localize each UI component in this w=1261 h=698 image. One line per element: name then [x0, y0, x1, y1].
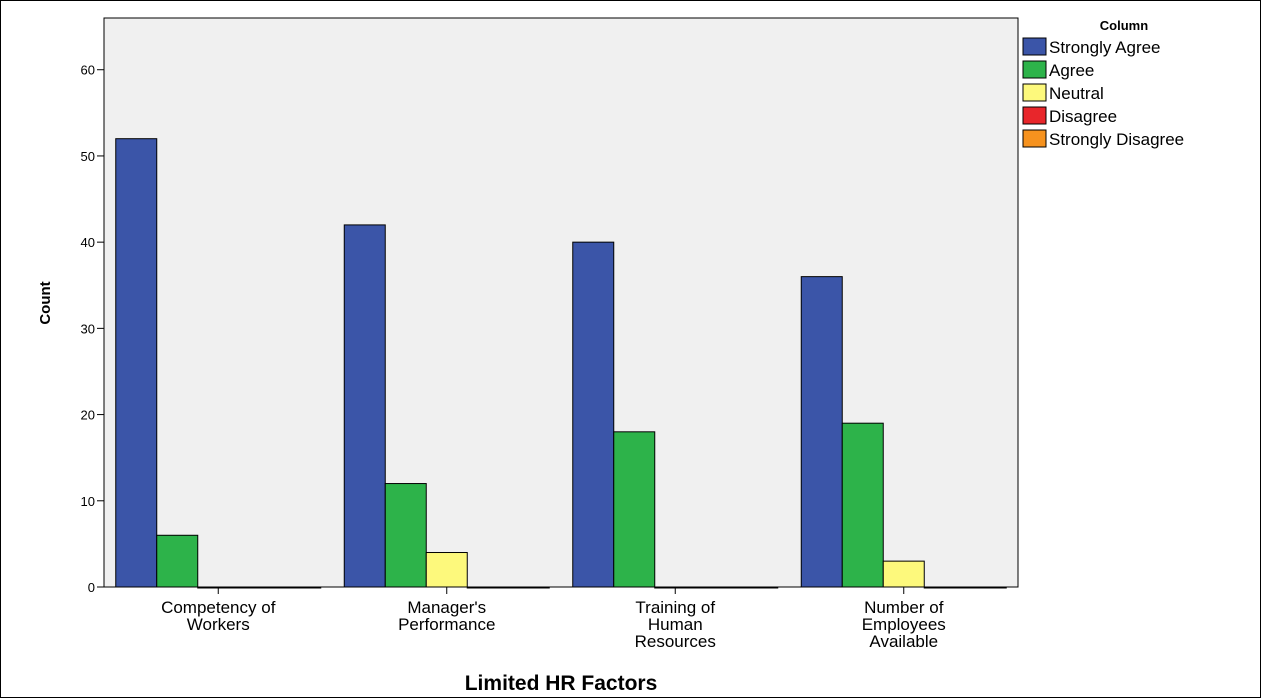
x-tick-label: Competency of Workers: [161, 598, 276, 634]
legend-label-disagree: Disagree: [1049, 107, 1117, 126]
y-axis-title: Count: [37, 281, 54, 324]
legend-swatch-disagree: [1022, 106, 1047, 125]
bar-neutral-1: [425, 552, 468, 588]
x-tick-label: Number of Employees Available: [862, 598, 946, 651]
legend-swatch-strongly-disagree: [1022, 129, 1047, 148]
bar-agree-0: [156, 534, 199, 588]
y-tick-label: 10: [81, 494, 95, 509]
x-tick-label-line: Employees: [862, 615, 946, 634]
bar-strongly-agree-0: [115, 138, 158, 588]
bar-strongly-disagree-0: [279, 586, 322, 589]
x-tick-label-line: Manager's: [407, 598, 486, 617]
x-tick-label-line: Human: [648, 615, 703, 634]
legend-swatch-neutral: [1022, 83, 1047, 102]
bar-disagree-0: [238, 586, 281, 589]
bar-disagree-3: [923, 586, 966, 589]
legend-label-strongly-agree: Strongly Agree: [1049, 38, 1161, 57]
y-tick-label: 50: [81, 149, 95, 164]
bar-agree-3: [841, 422, 884, 588]
x-tick-label-line: Performance: [398, 615, 495, 634]
bar-agree-1: [384, 483, 427, 588]
bar-neutral-3: [882, 560, 925, 588]
bar-strongly-disagree-1: [507, 586, 550, 589]
bar-strongly-agree-3: [800, 276, 843, 588]
legend-label-neutral: Neutral: [1049, 84, 1104, 103]
legend-title: Column: [1100, 18, 1148, 33]
y-axis: 0 10 20 30 40 50 60: [81, 63, 104, 595]
y-tick-label: 40: [81, 235, 95, 250]
bar-strongly-agree-1: [343, 224, 386, 588]
bar-strongly-disagree-3: [964, 586, 1007, 589]
x-tick-label: Manager's Performance: [398, 598, 495, 634]
bar-strongly-disagree-2: [736, 586, 779, 589]
y-tick-label: 0: [88, 580, 95, 595]
x-tick-label-line: Resources: [635, 632, 716, 651]
legend-swatch-strongly-agree: [1022, 37, 1047, 56]
x-tick-label-line: Available: [869, 632, 938, 651]
legend-swatch-agree: [1022, 60, 1047, 79]
y-tick-label: 30: [81, 321, 95, 336]
legend-label-strongly-disagree: Strongly Disagree: [1049, 130, 1184, 149]
bar-strongly-agree-2: [572, 241, 615, 588]
x-tick-label-line: Number of: [864, 598, 944, 617]
x-tick-label-line: Workers: [187, 615, 250, 634]
legend: Column Strongly Agree Agree Neutral Disagre…: [1022, 18, 1184, 149]
y-tick-label: 20: [81, 408, 95, 423]
x-axis: Competency of Workers Manager's Performance…: [161, 587, 946, 651]
bar-series-group: [115, 138, 1007, 589]
x-tick-label-line: Competency of: [161, 598, 276, 617]
legend-label-agree: Agree: [1049, 61, 1094, 80]
y-tick-label: 60: [81, 63, 95, 78]
x-tick-label-line: Training of: [635, 598, 715, 617]
bar-agree-2: [613, 431, 656, 588]
bar-disagree-2: [695, 586, 738, 589]
bar-disagree-1: [466, 586, 509, 589]
x-tick-label: Training of Human Resources: [635, 598, 716, 651]
x-axis-title: Limited HR Factors: [465, 672, 658, 695]
